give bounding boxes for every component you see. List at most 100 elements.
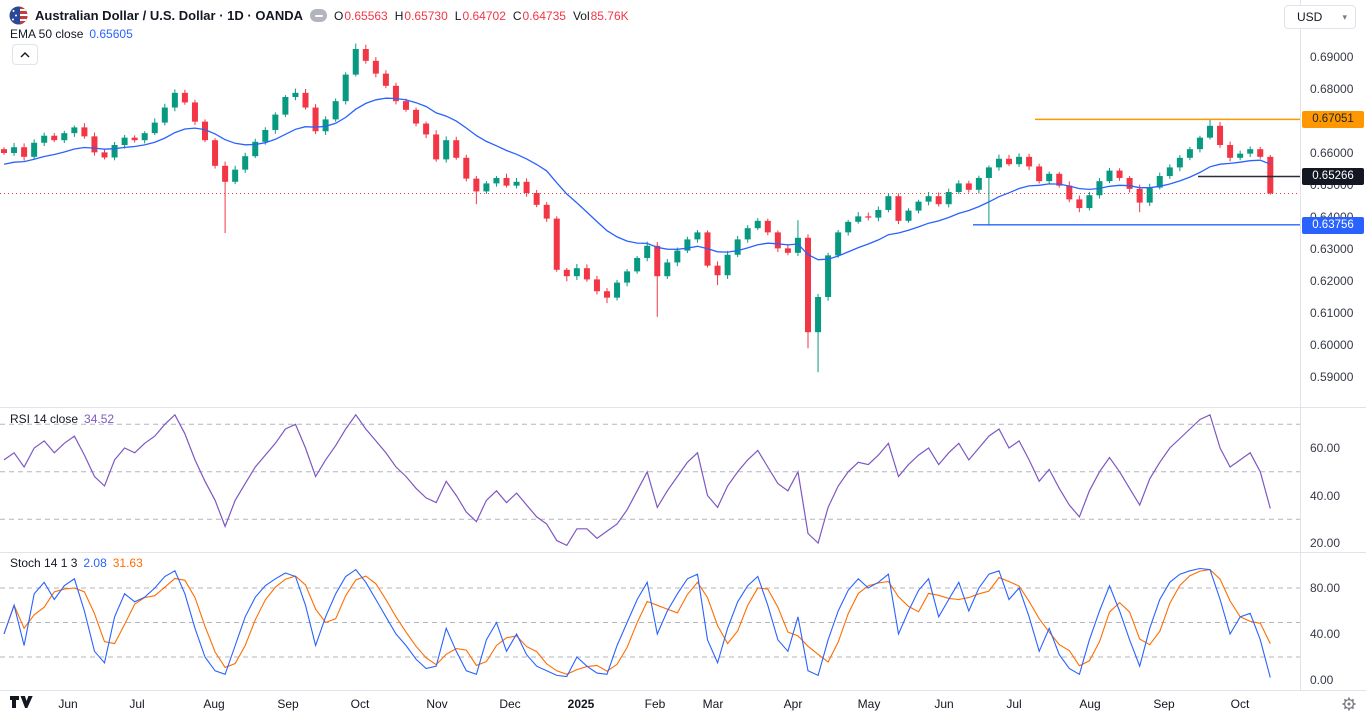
chevron-down-icon: ▾ (1342, 11, 1347, 22)
candle-body (1056, 173, 1063, 186)
candle-body (473, 178, 480, 192)
candle-body (915, 201, 922, 211)
candle-body (141, 133, 148, 141)
price-axis-label: 0.69000 (1310, 49, 1354, 64)
price-axis[interactable]: 0.690000.680000.660000.650000.640000.630… (1301, 0, 1366, 690)
candle-body (1207, 125, 1213, 138)
candle-body (1217, 125, 1224, 145)
candle-body (583, 268, 590, 280)
time-axis-label: Aug (203, 697, 225, 711)
candle-body (1106, 170, 1113, 182)
candle-body (1247, 149, 1254, 154)
stoch-k-line[interactable] (3, 567, 1271, 678)
candle-body (593, 279, 600, 292)
stoch-legend[interactable]: Stoch 14 1 3 2.08 31.63 (10, 556, 143, 570)
time-axis-label: Sep (277, 697, 299, 711)
price-chip-support: 0.63756 (1302, 216, 1364, 234)
candle-body (493, 177, 500, 184)
pane-separator[interactable] (0, 407, 1366, 408)
candle-body (262, 129, 269, 142)
time-axis-label: Aug (1079, 697, 1101, 711)
stoch-axis-label: 80.00 (1310, 580, 1341, 595)
rsi-line[interactable] (3, 413, 1271, 547)
candle-body (433, 134, 440, 160)
rsi-legend[interactable]: RSI 14 close 34.52 (10, 412, 114, 426)
symbol-legend[interactable]: Australian Dollar / U.S. Dollar · 1D · O… (9, 6, 629, 25)
ema-legend[interactable]: EMA 50 close 0.65605 (10, 27, 133, 41)
candle-body (945, 192, 952, 205)
price-chip-last: 0.65266 (1302, 167, 1364, 185)
time-axis-label: Jul (129, 697, 145, 711)
time-axis-separator (0, 690, 1366, 691)
ohlc-values: O 0.65563 H 0.65730 L 0.64702 C 0.64735 Vol 8… (334, 8, 629, 23)
candle-body (885, 196, 892, 210)
candle-body (11, 147, 18, 153)
candle-body (222, 165, 229, 182)
candle-body (985, 167, 992, 178)
time-axis-label: Jun (934, 697, 954, 711)
candle-body (453, 140, 460, 158)
low-value: 0.64702 (462, 8, 506, 23)
stoch-axis-label: 0.00 (1310, 672, 1334, 687)
currency-selector[interactable]: USD ▾ (1284, 5, 1356, 29)
candle-body (624, 271, 631, 283)
symbol-title[interactable]: Australian Dollar / U.S. Dollar · 1D · O… (35, 8, 303, 23)
rsi-label: RSI 14 close (10, 412, 79, 426)
close-value: 0.64735 (522, 8, 566, 23)
ema50-line[interactable] (3, 97, 1271, 261)
time-axis-label: Jul (1006, 697, 1022, 711)
candle-body (282, 97, 289, 115)
candle-body (1086, 195, 1093, 209)
chart-canvas[interactable] (0, 0, 1300, 690)
stoch-d-line[interactable] (3, 569, 1271, 675)
time-axis-label: Oct (1230, 697, 1250, 711)
candle-body (272, 114, 279, 130)
candle-body (694, 232, 701, 240)
candle-body (955, 183, 962, 193)
candle-body (191, 102, 198, 122)
tradingview-logo[interactable] (9, 694, 35, 715)
price-axis-label: 0.62000 (1310, 273, 1354, 288)
ema-value: 0.65605 (89, 27, 133, 41)
candle-body (332, 101, 339, 120)
candle-body (654, 245, 661, 277)
candle-body (41, 135, 48, 143)
more-options-icon[interactable] (310, 9, 327, 22)
candle-body (61, 133, 68, 141)
candle-body (81, 127, 88, 137)
pane-separator[interactable] (0, 552, 1366, 553)
time-axis-label: May (857, 697, 881, 711)
collapse-pane-button[interactable] (12, 44, 38, 65)
rsi-value: 34.52 (84, 412, 115, 426)
candle-body (1136, 188, 1143, 203)
candle-body (1076, 199, 1083, 209)
candle-body (463, 157, 470, 179)
candle-body (1126, 177, 1133, 189)
candle-body (342, 74, 349, 102)
candle-body (252, 141, 259, 157)
candle-body (302, 92, 309, 108)
candle-body (483, 183, 490, 192)
time-axis-label: Apr (783, 697, 803, 711)
candle-body (835, 232, 842, 256)
candle-body (684, 239, 691, 251)
axis-settings-gear-icon[interactable] (1341, 696, 1357, 717)
volume-value: 85.76K (590, 8, 629, 23)
chevron-up-icon (20, 51, 30, 57)
price-axis-label: 0.59000 (1310, 369, 1354, 384)
stoch-label: Stoch 14 1 3 (10, 556, 78, 570)
candle-body (965, 183, 972, 190)
time-axis[interactable]: Jun Jul Aug Sep Oct Nov Dec 2025 Feb Mar Apr May Jun… (0, 691, 1366, 718)
candle-body (754, 220, 761, 229)
rsi-axis-label: 20.00 (1310, 535, 1341, 550)
price-axis-label: 0.68000 (1310, 81, 1354, 96)
stoch-axis-label: 40.00 (1310, 626, 1341, 641)
price-axis-label: 0.61000 (1310, 305, 1354, 320)
candle-body (202, 121, 208, 141)
candle-body (372, 60, 379, 74)
candle-body (805, 237, 811, 333)
candle-body (1026, 156, 1033, 167)
candle-body (543, 204, 550, 219)
candle-body (352, 49, 359, 75)
